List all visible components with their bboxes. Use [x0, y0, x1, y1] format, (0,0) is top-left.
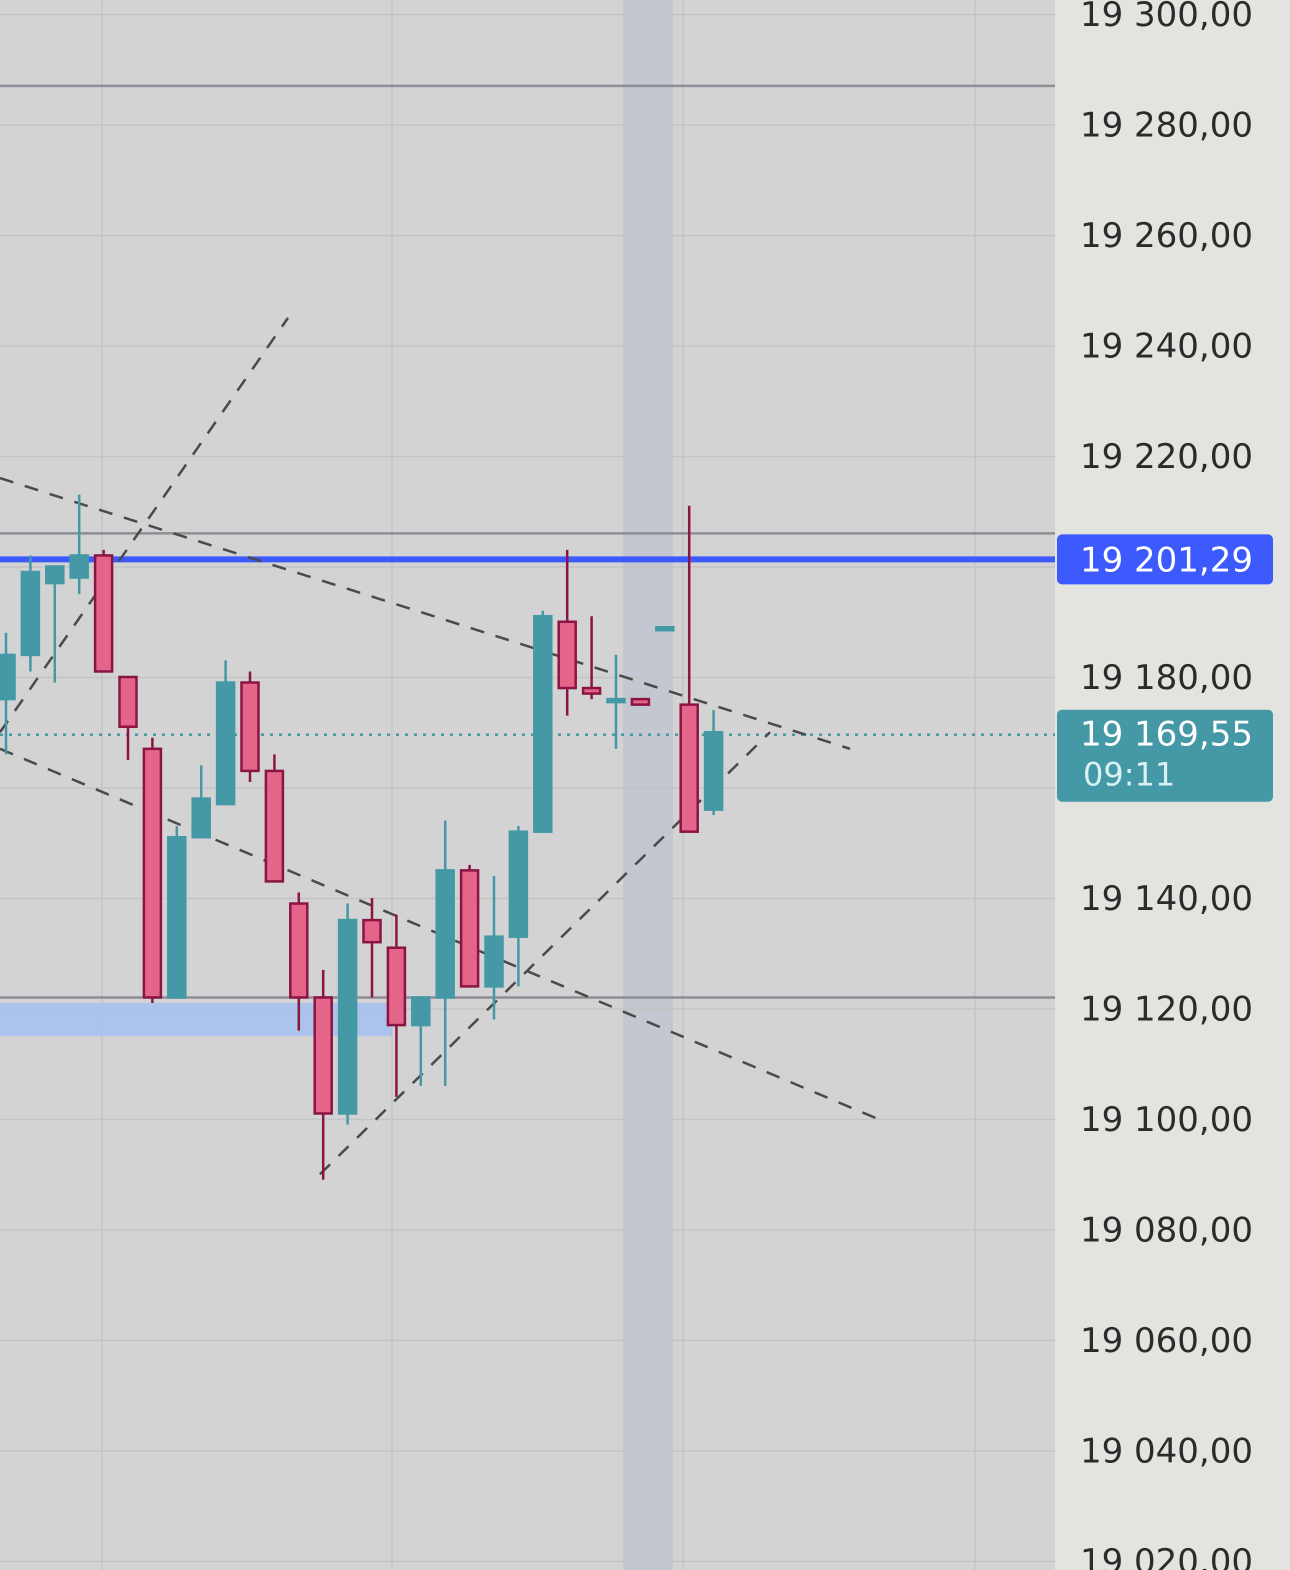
candle[interactable]	[581, 616, 602, 700]
candle-body	[215, 681, 236, 806]
candle[interactable]	[0, 632, 16, 755]
candle[interactable]	[386, 914, 407, 1097]
candle-body	[142, 747, 163, 999]
candle[interactable]	[20, 555, 41, 672]
candle[interactable]	[191, 765, 211, 839]
price-axis-tick-label: 19 260,00	[1080, 216, 1253, 256]
candle-body	[240, 681, 260, 773]
candle[interactable]	[533, 610, 553, 833]
trendline-upper-descending[interactable]	[0, 476, 851, 751]
candle[interactable]	[630, 697, 651, 706]
candle[interactable]	[45, 565, 65, 683]
candle-body	[313, 996, 333, 1115]
plot-background	[0, 0, 1055, 1570]
price-axis-tick-label: 19 100,00	[1080, 1100, 1253, 1140]
candle[interactable]	[557, 549, 577, 716]
demand-zone	[0, 1002, 392, 1037]
highlighted-time-column	[623, 0, 673, 1570]
candle[interactable]	[264, 754, 285, 883]
bar-countdown-label: 09:11	[1083, 756, 1175, 794]
candle[interactable]	[69, 494, 89, 595]
candle-body	[264, 769, 285, 883]
candle-body	[533, 614, 553, 833]
candle[interactable]	[215, 660, 236, 806]
candle-body	[289, 902, 309, 999]
candle-body	[69, 554, 89, 579]
candle-body	[557, 620, 577, 690]
candle-body	[362, 918, 382, 944]
candle[interactable]	[142, 737, 163, 1003]
candle-body	[630, 697, 651, 706]
price-axis-tick-label: 19 020,00	[1080, 1542, 1253, 1570]
candle[interactable]	[313, 969, 333, 1180]
candle-body	[459, 869, 480, 988]
candle-body	[191, 797, 211, 839]
price-alert-label: 19 201,29	[1080, 540, 1253, 580]
candle[interactable]	[240, 671, 260, 782]
candle[interactable]	[118, 675, 138, 760]
candle[interactable]	[508, 826, 529, 987]
price-axis-tick-label: 19 040,00	[1080, 1432, 1253, 1472]
candle[interactable]	[93, 549, 114, 673]
price-axis-tick-label: 19 060,00	[1080, 1321, 1253, 1361]
candle-body	[167, 835, 187, 999]
candle[interactable]	[362, 898, 382, 998]
candle[interactable]	[337, 903, 358, 1125]
candle-body	[679, 703, 699, 833]
last-price-label: 19 169,55	[1080, 715, 1253, 755]
candle-body	[703, 731, 724, 811]
candle[interactable]	[606, 654, 626, 749]
price-axis-tick-label: 19 300,00	[1080, 0, 1253, 35]
candle[interactable]	[411, 996, 431, 1086]
candle[interactable]	[484, 875, 504, 1020]
price-axis-tick-label: 19 120,00	[1080, 990, 1253, 1030]
zone-layer	[0, 1002, 392, 1037]
candle-body	[581, 686, 602, 695]
candle-body	[337, 918, 358, 1115]
price-axis-tick-label: 19 280,00	[1080, 106, 1253, 146]
candle[interactable]	[459, 864, 480, 988]
candle[interactable]	[167, 826, 187, 999]
price-axis-tick-label: 19 220,00	[1080, 437, 1253, 477]
candle-body	[655, 626, 675, 632]
candle-body	[93, 554, 114, 673]
candles-layer	[0, 494, 724, 1180]
trendline-steep-ascending[interactable]	[0, 317, 290, 733]
price-axis-tick-label: 19 140,00	[1080, 879, 1253, 919]
candle-body	[508, 830, 529, 938]
price-alert-badge[interactable]	[1057, 534, 1273, 585]
candle[interactable]	[655, 626, 675, 632]
price-axis-tick-label: 19 180,00	[1080, 658, 1253, 698]
candle-body	[20, 570, 41, 657]
candle-body	[0, 653, 16, 701]
candle-body	[435, 869, 455, 999]
last-price-badge[interactable]	[1057, 709, 1273, 802]
candle-body	[386, 946, 407, 1027]
candle-body	[484, 935, 504, 988]
candle[interactable]	[289, 892, 309, 1031]
candle[interactable]	[679, 505, 699, 833]
candle-body	[45, 565, 65, 585]
candle[interactable]	[435, 820, 455, 1086]
candle-body	[118, 675, 138, 728]
price-axis-tick-label: 19 080,00	[1080, 1211, 1253, 1251]
price-axis-tick-label: 19 240,00	[1080, 327, 1253, 367]
candle-body	[606, 697, 626, 704]
price-axis-labels: 19 300,00 19 280,00 19 260,00 19 240,00 19 2…	[1080, 0, 1253, 1570]
candle[interactable]	[703, 710, 724, 816]
candle-body	[411, 996, 431, 1027]
